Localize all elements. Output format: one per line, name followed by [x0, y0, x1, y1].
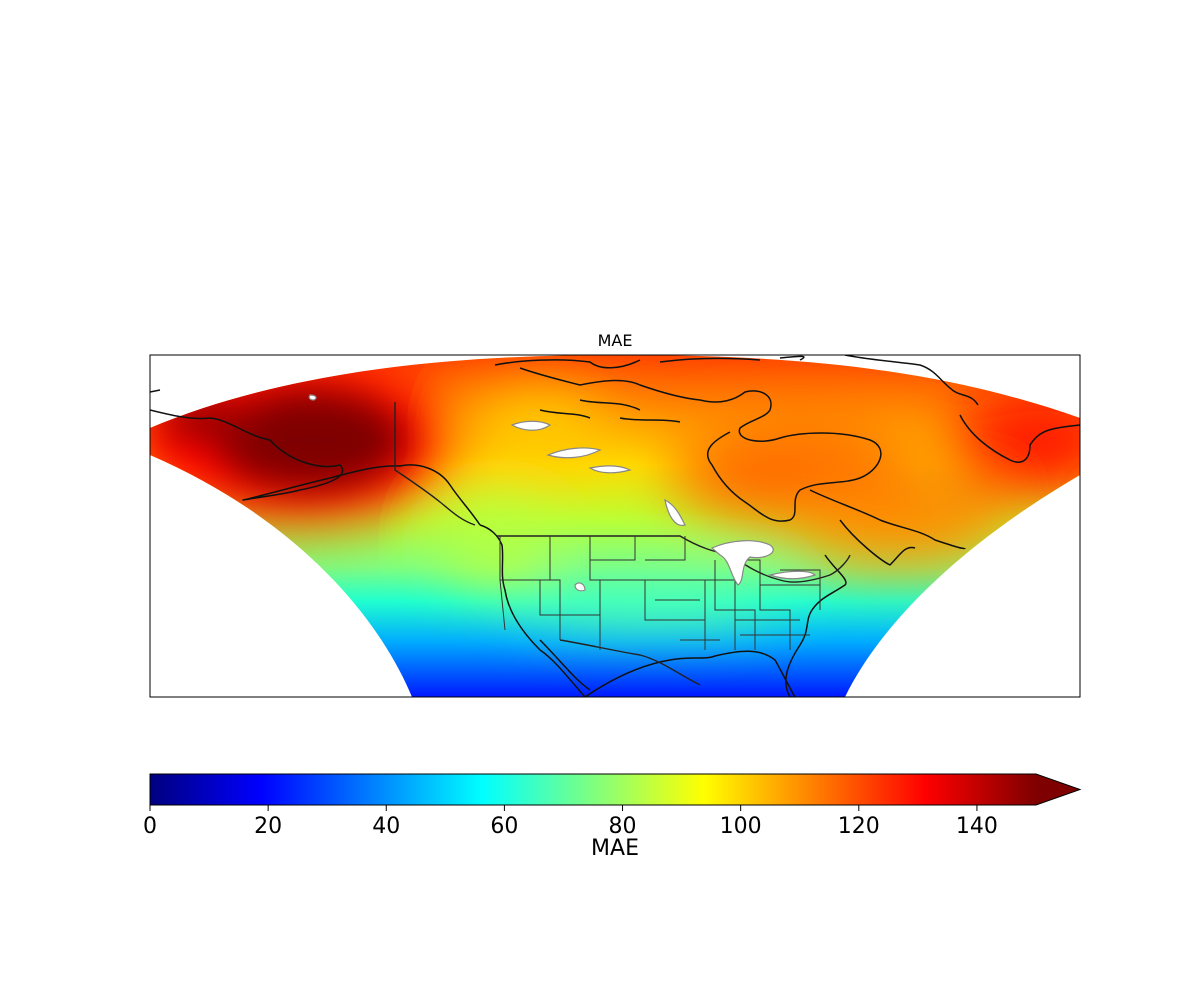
colorbar-tick-label: 20 — [254, 814, 282, 839]
us-canada-border — [497, 535, 851, 583]
colorbar-tick-label: 80 — [609, 814, 637, 839]
great-lakes-lake — [767, 570, 817, 580]
colorbar-label: MAE — [591, 836, 639, 861]
lakes — [308, 394, 817, 592]
colorbar-tick-label: 40 — [372, 814, 400, 839]
alaska-coast — [150, 389, 481, 526]
colorbar-tick-label: 120 — [838, 814, 880, 839]
great-slave-lake-lake — [546, 447, 602, 459]
lake-winnipeg-lake — [664, 498, 686, 526]
great-salt-lake-lake — [574, 582, 586, 592]
great-lakes-lake — [710, 540, 774, 586]
colorbar-ticks: 0 20 40 60 80 100 120 140 — [143, 805, 998, 839]
map-title: MAE — [597, 331, 633, 350]
alaska-maximum — [215, 390, 405, 490]
map-frame — [149, 354, 1081, 698]
alaska-canada-border — [394, 402, 476, 526]
great-bear-lake-lake — [510, 420, 552, 431]
colorbar-tick-label: 0 — [143, 814, 157, 839]
colorbar: 0 20 40 60 80 100 120 140 — [143, 773, 1082, 839]
colorbar-gradient — [150, 774, 1036, 805]
small-lake — [308, 394, 317, 401]
colorbar-tick-label: 100 — [720, 814, 762, 839]
colorbar-outline — [149, 773, 1082, 806]
colorbar-extend-max-arrow — [1036, 774, 1080, 805]
colorbar-tick-label: 140 — [956, 814, 998, 839]
lake-athabasca-lake — [588, 465, 632, 474]
country-borders — [394, 402, 851, 686]
coastlines — [150, 355, 1080, 697]
map-field — [150, 355, 1080, 697]
colorbar-tick-label: 60 — [490, 814, 518, 839]
us-mexico-border — [559, 639, 701, 686]
